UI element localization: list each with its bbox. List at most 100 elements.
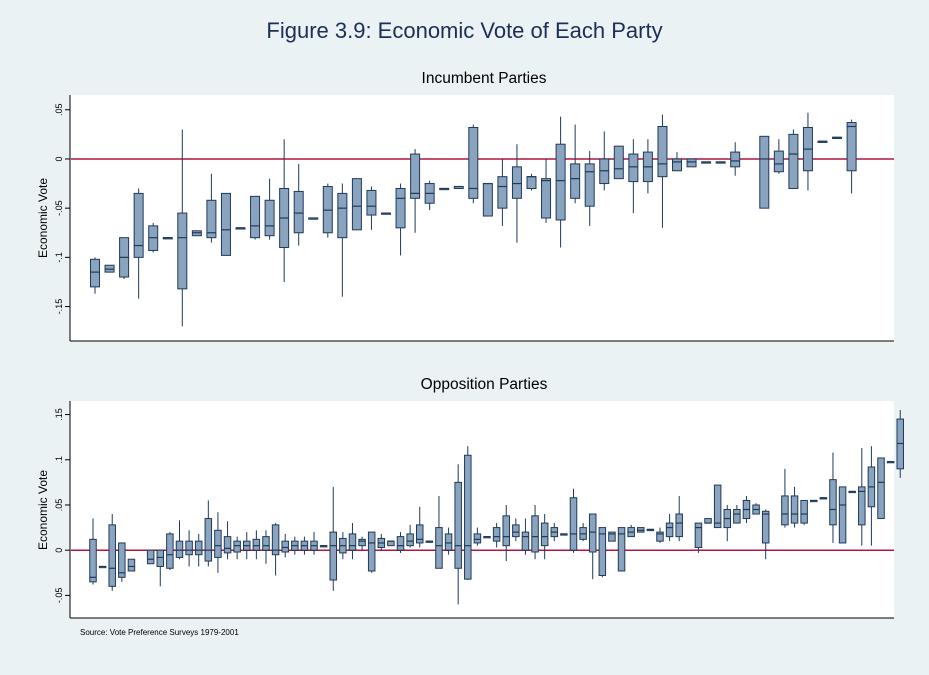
box-body <box>435 527 443 569</box>
incumbent-box <box>90 257 100 294</box>
box-body <box>540 522 549 547</box>
box-body <box>252 538 261 551</box>
box-body <box>396 536 405 551</box>
opposition-box <box>896 410 904 478</box>
box-body <box>146 549 155 565</box>
box-body <box>759 135 770 209</box>
source-note: Source: Vote Preference Surveys 1979-200… <box>80 628 239 637</box>
opposition-box <box>415 506 424 548</box>
opposition-box <box>483 536 491 539</box>
opposition-box <box>156 549 165 587</box>
opposition-box <box>637 527 645 533</box>
box-body <box>877 457 885 520</box>
box-body <box>351 178 362 231</box>
incumbent-box <box>759 135 770 209</box>
incumbent-y-tick-label: 0 <box>54 156 64 161</box>
opposition-y-tick-label: .15 <box>54 408 64 421</box>
opposition-box <box>540 514 549 560</box>
incumbent-box <box>497 158 508 226</box>
box-body <box>686 158 697 168</box>
opposition-box <box>675 495 683 542</box>
opposition-box <box>214 512 222 573</box>
box-body <box>454 481 462 569</box>
opposition-box <box>329 486 337 591</box>
box-body <box>657 125 668 178</box>
box-body <box>617 527 626 572</box>
incumbent-box <box>599 131 610 191</box>
incumbent-box <box>220 192 231 256</box>
incumbent-box <box>206 173 217 243</box>
incumbent-box <box>555 116 566 248</box>
incumbent-box <box>453 185 464 189</box>
incumbent-box <box>191 230 202 237</box>
box-body <box>262 536 270 551</box>
box-body <box>366 189 377 216</box>
box-body <box>694 522 703 548</box>
box-body <box>829 479 837 526</box>
opposition-box <box>646 528 655 532</box>
box-body <box>464 454 472 580</box>
opposition-chart: .15 .1 .05 0 -.05 <box>54 401 904 619</box>
incumbent-box <box>381 212 391 215</box>
opposition-box <box>358 536 366 551</box>
opposition-box <box>704 518 712 524</box>
box-body <box>704 518 712 524</box>
opposition-box <box>387 540 395 547</box>
incumbent-box <box>802 112 813 191</box>
incumbent-box <box>526 173 537 191</box>
box-body <box>214 529 222 558</box>
opposition-box <box>98 565 107 569</box>
opposition-box <box>262 530 270 564</box>
opposition-box <box>252 530 261 560</box>
box-body <box>444 533 453 551</box>
incumbent-box <box>293 163 304 246</box>
incumbent-box <box>511 144 522 243</box>
opposition-box <box>339 532 347 560</box>
opposition-box <box>271 523 280 576</box>
opposition-box <box>761 509 770 560</box>
box-body <box>90 258 100 288</box>
opposition-box <box>800 499 808 525</box>
incumbent-box <box>250 195 261 240</box>
box-body <box>387 540 395 547</box>
box-body <box>730 151 741 168</box>
incumbent-box <box>308 217 319 220</box>
incumbent-y-axis-label: Economic Vote <box>36 178 50 258</box>
box-body <box>613 145 624 180</box>
box-body <box>482 183 493 217</box>
box-body <box>223 536 232 554</box>
opposition-box <box>435 495 443 569</box>
incumbent-box <box>817 140 828 143</box>
incumbent-box <box>584 151 595 226</box>
opposition-box <box>694 522 703 553</box>
opposition-box <box>348 523 357 560</box>
opposition-box <box>464 446 472 581</box>
opposition-box <box>579 523 587 542</box>
opposition-y-tick-label: 0 <box>54 548 64 553</box>
opposition-box <box>627 524 635 538</box>
opposition-y-tick-label: -.05 <box>54 588 64 604</box>
box-body <box>89 538 97 583</box>
opposition-box <box>512 518 520 542</box>
opposition-box <box>550 523 559 542</box>
box-body <box>608 531 616 542</box>
incumbent-box <box>541 158 552 223</box>
opposition-box <box>617 527 626 572</box>
figure-title: Figure 3.9: Economic Vote of Each Party <box>266 18 663 43</box>
opposition-y-axis-label: Economic Vote <box>36 470 50 550</box>
opposition-box <box>810 499 818 503</box>
incumbent-y-tick-label: .05 <box>54 104 64 117</box>
box-body <box>665 522 674 538</box>
opposition-box <box>848 490 856 494</box>
box-body <box>790 495 799 524</box>
opposition-box <box>790 486 799 528</box>
opposition-y-tick-label: .1 <box>54 456 64 464</box>
box-body <box>410 153 421 199</box>
opposition-box <box>233 536 241 560</box>
incumbent-box <box>279 139 290 282</box>
incumbent-chart: .05 0 -.05 -.1 -.15 <box>54 95 894 342</box>
box-body <box>206 199 217 239</box>
incumbent-box <box>701 161 712 164</box>
box-body <box>233 540 241 553</box>
incumbent-y-tick-label: -.05 <box>54 200 64 216</box>
